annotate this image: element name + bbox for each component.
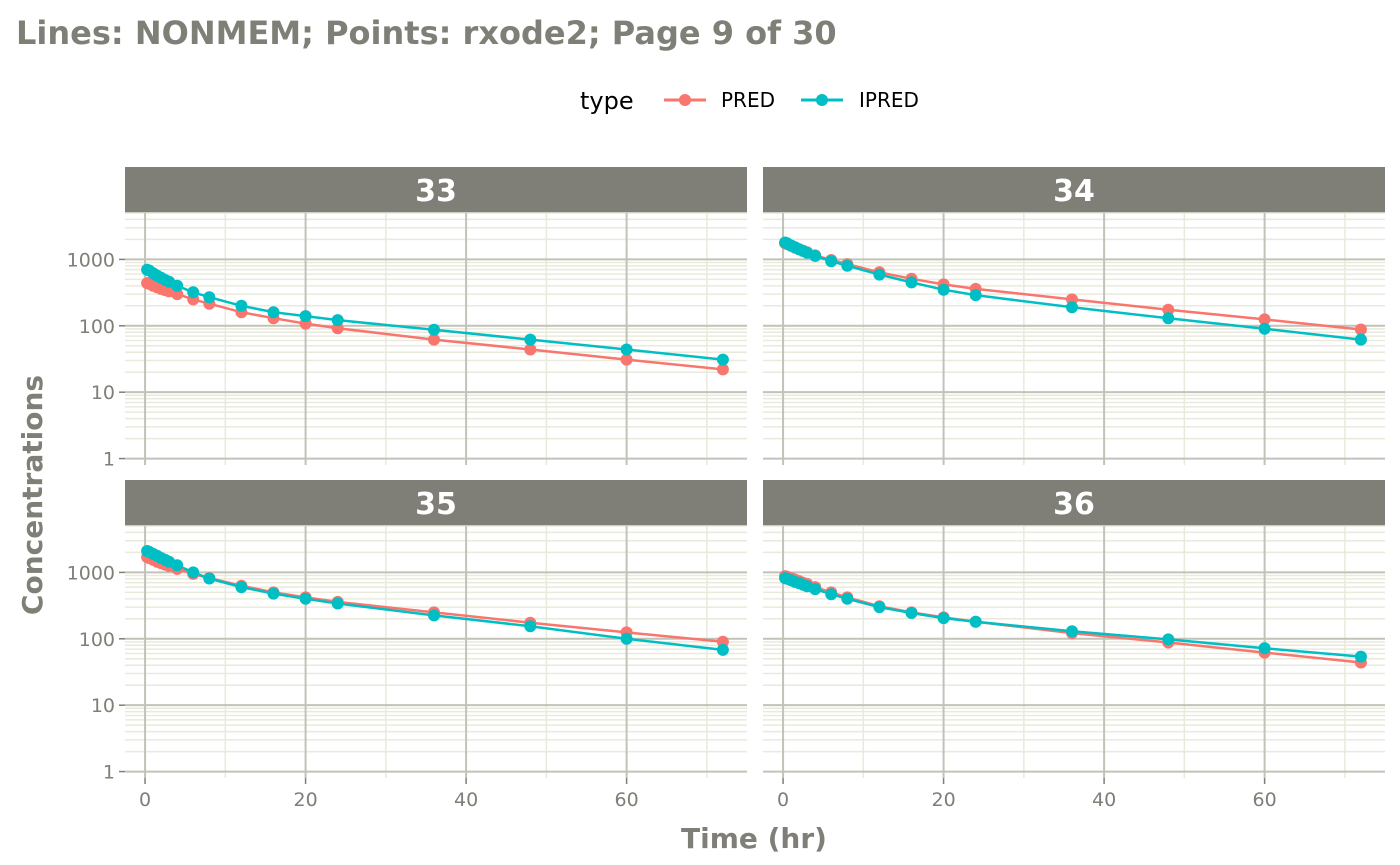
point-ipred-36 bbox=[905, 607, 918, 619]
panel-34: 34 bbox=[763, 167, 1385, 465]
point-ipred-35 bbox=[267, 587, 280, 600]
point-ipred-35 bbox=[203, 572, 216, 585]
legend-label-ipred: IPRED bbox=[859, 88, 919, 112]
point-ipred-33 bbox=[524, 333, 537, 346]
point-ipred-35 bbox=[299, 592, 312, 605]
x-axis-title: Time (hr) bbox=[681, 822, 827, 855]
point-ipred-36 bbox=[873, 601, 886, 614]
point-ipred-33 bbox=[267, 306, 280, 319]
point-ipred-35 bbox=[524, 620, 537, 633]
point-ipred-34 bbox=[905, 276, 918, 289]
strip-36 bbox=[763, 480, 1385, 526]
x-tick-label: 40 bbox=[1092, 789, 1116, 811]
strip-33 bbox=[125, 167, 747, 213]
point-pred-33 bbox=[524, 343, 537, 356]
legend-key-point-pred bbox=[679, 94, 691, 106]
y-tick-label: 10 bbox=[91, 382, 115, 404]
x-tick-label: 20 bbox=[931, 789, 955, 811]
point-pred-33 bbox=[716, 363, 729, 376]
point-ipred-34 bbox=[937, 283, 950, 296]
point-pred-33 bbox=[428, 333, 440, 346]
point-ipred-34 bbox=[841, 259, 854, 272]
point-ipred-35 bbox=[716, 643, 729, 656]
point-pred-34 bbox=[1258, 313, 1271, 326]
point-ipred-33 bbox=[187, 286, 200, 299]
point-ipred-33 bbox=[331, 314, 344, 327]
point-ipred-34 bbox=[825, 255, 838, 268]
panel-33: 33 1 10 100 1000 bbox=[67, 167, 747, 471]
point-ipred-33 bbox=[716, 353, 729, 366]
point-ipred-34 bbox=[873, 268, 886, 281]
point-ipred-33 bbox=[203, 291, 216, 304]
point-ipred-35 bbox=[620, 632, 633, 645]
point-ipred-33 bbox=[620, 343, 633, 356]
y-tick-label: 1000 bbox=[67, 562, 115, 584]
x-tick-label: 0 bbox=[777, 789, 789, 811]
y-tick-label: 1 bbox=[103, 762, 115, 784]
strip-label-33: 33 bbox=[415, 174, 457, 209]
strip-label-36: 36 bbox=[1053, 487, 1095, 522]
legend-title: type bbox=[580, 87, 634, 115]
point-pred-34 bbox=[1354, 323, 1367, 336]
point-ipred-35 bbox=[235, 581, 248, 594]
y-tick-label: 100 bbox=[79, 629, 115, 651]
point-ipred-36 bbox=[969, 615, 982, 628]
x-tick-label: 60 bbox=[615, 789, 639, 811]
y-tick-label: 1 bbox=[103, 449, 115, 471]
point-ipred-33 bbox=[171, 279, 184, 292]
panel-35: 35 1 10 100 1000 0 20 40 60 bbox=[67, 480, 747, 811]
x-tick-label: 40 bbox=[454, 789, 478, 811]
point-ipred-33 bbox=[428, 323, 440, 336]
point-pred-33 bbox=[171, 288, 184, 301]
x-tick-label: 60 bbox=[1253, 789, 1277, 811]
x-tick-label: 0 bbox=[139, 789, 151, 811]
point-ipred-33 bbox=[299, 310, 312, 323]
point-ipred-34 bbox=[1354, 333, 1367, 346]
point-ipred-34 bbox=[809, 249, 822, 262]
point-ipred-36 bbox=[937, 612, 950, 625]
legend: type PRED IPRED bbox=[580, 87, 919, 115]
facet-panels: 33 1 10 100 1000 34 35 1 10 100 1000 0 20 40 60 36 0 20 40… bbox=[67, 167, 1385, 811]
point-ipred-34 bbox=[1162, 312, 1175, 325]
strip-label-35: 35 bbox=[415, 487, 457, 522]
strip-34 bbox=[763, 167, 1385, 213]
panel-36: 36 0 20 40 60 bbox=[763, 480, 1385, 811]
point-ipred-36 bbox=[841, 592, 854, 605]
point-ipred-36 bbox=[1354, 650, 1367, 663]
strip-label-34: 34 bbox=[1053, 174, 1095, 209]
point-ipred-35 bbox=[171, 559, 184, 572]
strip-35 bbox=[125, 480, 747, 526]
point-ipred-34 bbox=[969, 289, 982, 302]
point-ipred-36 bbox=[1258, 642, 1271, 655]
legend-label-pred: PRED bbox=[721, 88, 775, 112]
point-ipred-35 bbox=[428, 609, 440, 622]
point-ipred-36 bbox=[1162, 633, 1175, 646]
x-tick-label: 20 bbox=[293, 789, 317, 811]
legend-key-point-ipred bbox=[816, 94, 828, 106]
point-ipred-33 bbox=[235, 299, 248, 312]
point-ipred-35 bbox=[331, 597, 344, 610]
y-tick-label: 10 bbox=[91, 695, 115, 717]
y-tick-label: 100 bbox=[79, 316, 115, 338]
point-ipred-36 bbox=[1066, 625, 1078, 638]
point-ipred-36 bbox=[825, 588, 838, 601]
y-tick-label: 1000 bbox=[67, 249, 115, 271]
point-ipred-36 bbox=[809, 583, 822, 596]
point-ipred-34 bbox=[1258, 322, 1271, 335]
y-axis-title: Concentrations bbox=[16, 375, 49, 615]
point-ipred-34 bbox=[1066, 301, 1078, 314]
point-pred-34 bbox=[1162, 303, 1175, 316]
point-pred-33 bbox=[620, 353, 633, 366]
series-line-ipred-35 bbox=[146, 549, 724, 652]
point-ipred-35 bbox=[187, 566, 200, 579]
chart-title: Lines: NONMEM; Points: rxode2; Page 9 of… bbox=[16, 14, 837, 52]
